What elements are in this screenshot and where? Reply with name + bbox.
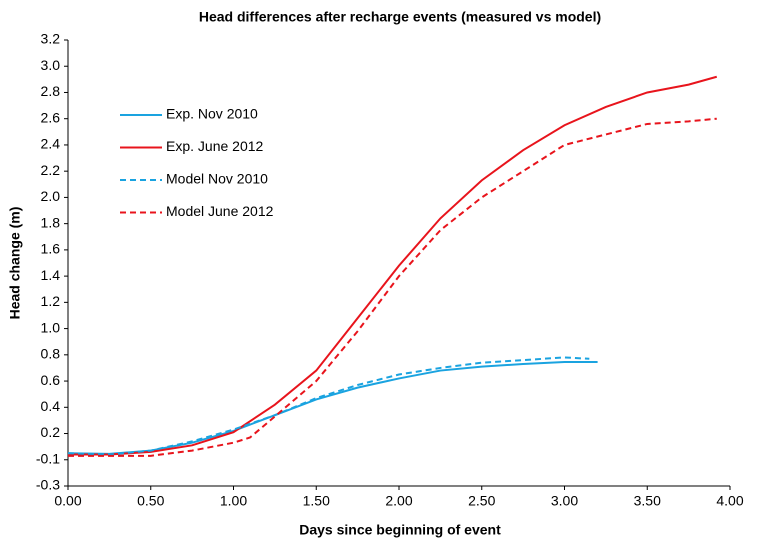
- y-tick-label: -0.1: [36, 450, 60, 466]
- legend-label: Model June 2012: [166, 203, 274, 219]
- y-tick-label: 3.0: [41, 57, 61, 73]
- y-tick-label: 2.6: [41, 109, 61, 125]
- legend-label: Model Nov 2010: [166, 171, 268, 187]
- y-tick-label: 0.2: [41, 424, 61, 440]
- y-tick-label: 0.8: [41, 346, 61, 362]
- series-line: [68, 117, 717, 457]
- y-tick-label: 3.2: [41, 31, 61, 47]
- y-tick-label: 2.0: [41, 188, 61, 204]
- series-line: [67, 361, 598, 455]
- series-line: [67, 356, 590, 456]
- y-axis-title: Head change (m): [7, 207, 23, 320]
- legend-label: Exp. Nov 2010: [166, 106, 258, 122]
- x-tick-label: 3.00: [551, 493, 578, 509]
- y-tick-label: 1.4: [41, 267, 61, 283]
- y-tick-label: 2.4: [41, 136, 61, 152]
- x-tick-label: 2.50: [468, 493, 495, 509]
- series-line: [68, 75, 718, 456]
- x-tick-label: 0.00: [54, 493, 81, 509]
- x-axis-title: Days since beginning of event: [299, 522, 501, 538]
- legend-label: Exp. June 2012: [166, 138, 264, 154]
- x-tick-label: 1.50: [303, 493, 330, 509]
- x-tick-label: 0.50: [137, 493, 164, 509]
- chart-title: Head differences after recharge events (…: [199, 9, 601, 25]
- x-tick-label: 1.00: [220, 493, 247, 509]
- y-tick-label: 1.8: [41, 214, 61, 230]
- y-tick-label: 0.4: [41, 398, 61, 414]
- y-tick-label: -0.3: [36, 477, 60, 493]
- y-tick-label: 0.6: [41, 372, 61, 388]
- y-tick-label: 1.0: [41, 319, 61, 335]
- y-tick-label: 2.8: [41, 83, 61, 99]
- y-tick-label: 1.6: [41, 241, 61, 257]
- x-tick-label: 3.50: [634, 493, 661, 509]
- y-tick-label: 2.2: [41, 162, 61, 178]
- x-tick-label: 4.00: [716, 493, 743, 509]
- x-tick-label: 2.00: [385, 493, 412, 509]
- y-tick-label: 1.2: [41, 293, 61, 309]
